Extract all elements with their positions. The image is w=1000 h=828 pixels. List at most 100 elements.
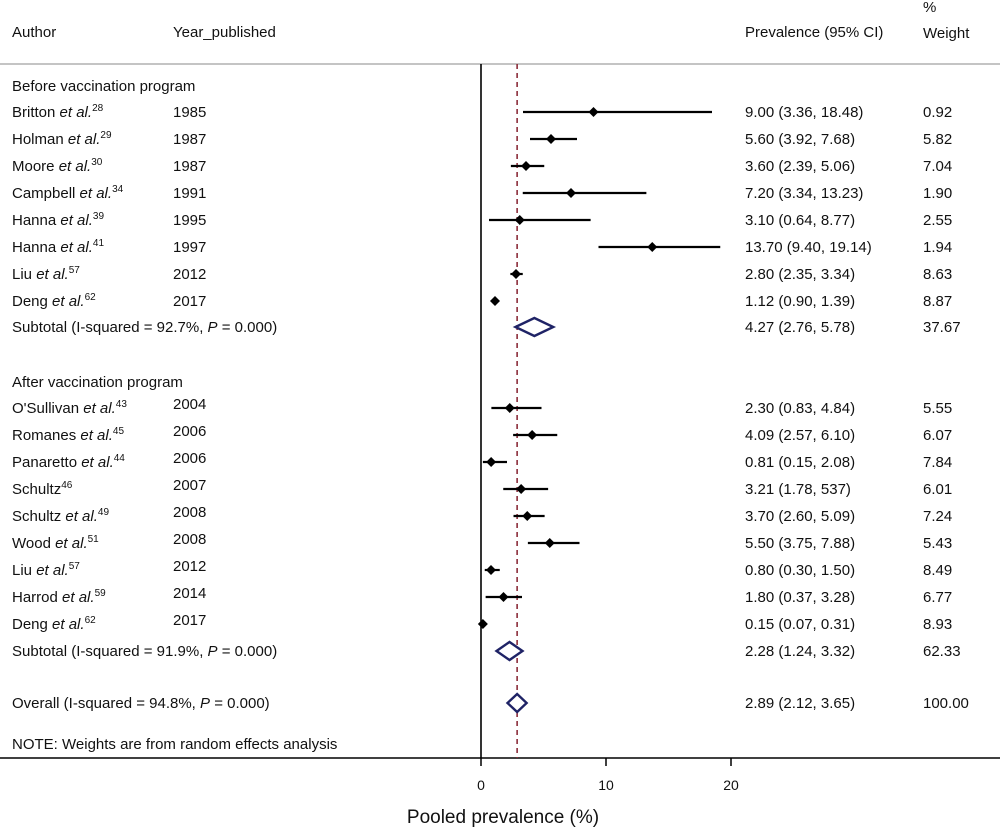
study-year: 2008 [173,504,206,521]
study-year: 2006 [173,450,206,467]
study-weight: 1.90 [923,185,952,202]
study-author: Hanna et al.39 [12,211,104,229]
study-year: 2017 [173,612,206,629]
study-weight: 8.63 [923,266,952,283]
study-year: 2012 [173,266,206,283]
study-author: Liu et al.57 [12,265,80,283]
overall-ci-text: 2.89 (2.12, 3.65) [745,695,855,712]
study-weight: 8.87 [923,293,952,310]
study-ci-text: 1.80 (0.37, 3.28) [745,589,855,606]
subtotal-before-label: Subtotal (I-squared = 92.7%, P = 0.000) [12,319,277,336]
study-ci-text: 9.00 (3.36, 18.48) [745,104,863,121]
subtotal-after-weight: 62.33 [923,643,961,660]
study-point-estimate [504,403,515,413]
header-prevalence: Prevalence (95% CI) [745,24,883,41]
study-year: 2004 [173,396,206,413]
study-year: 1987 [173,158,206,175]
study-weight: 5.43 [923,535,952,552]
study-weight: 1.94 [923,239,952,256]
subtotal-after-ci-text: 2.28 (1.24, 3.32) [745,643,855,660]
study-author: Hanna et al.41 [12,238,104,256]
study-author: Moore et al.30 [12,157,103,175]
x-axis: 0 10 20 Pooled prevalence (%) [407,758,739,828]
overall-weight: 100.00 [923,695,969,712]
study-weight: 7.24 [923,508,952,525]
study-year: 2017 [173,293,206,310]
study-weight: 2.55 [923,212,952,229]
study-author: Wood et al.51 [12,534,99,552]
study-weight: 7.04 [923,158,952,175]
study-year: 1997 [173,239,206,256]
group-label-before: Before vaccination program [12,78,195,95]
header-weight: Weight [923,25,970,42]
study-ci-text: 2.30 (0.83, 4.84) [745,400,855,417]
study-weight: 5.82 [923,131,952,148]
study-point-estimate [566,188,576,198]
study-ci-text: 0.15 (0.07, 0.31) [745,616,855,633]
study-weight: 6.07 [923,427,952,444]
study-year: 2012 [173,558,206,575]
study-author: Campbell et al.34 [12,184,124,202]
study-ci-text: 5.50 (3.75, 7.88) [745,535,855,552]
study-ci-text: 0.80 (0.30, 1.50) [745,562,855,579]
study-ci-text: 2.80 (2.35, 3.34) [745,266,855,283]
subtotal-before-ci-text: 4.27 (2.76, 5.78) [745,319,855,336]
study-weight: 8.49 [923,562,952,579]
note-text: NOTE: Weights are from random effects an… [12,736,337,753]
header-year: Year_published [173,24,276,41]
study-year: 1991 [173,185,206,202]
study-author: Deng et al.62 [12,292,96,310]
study-point-estimate [516,484,527,494]
study-author: Holman et al.29 [12,130,112,148]
study-ci-text: 4.09 (2.57, 6.10) [745,427,855,444]
study-weight: 5.55 [923,400,952,417]
header-weight-percent: % [923,0,936,16]
study-weight: 6.77 [923,589,952,606]
study-point-estimate [521,161,531,171]
study-year: 2014 [173,585,206,602]
study-ci-text: 1.12 (0.90, 1.39) [745,293,855,310]
x-tick-label: 20 [723,777,739,793]
study-ci-text: 3.21 (1.78, 537) [745,481,851,498]
subtotal-before-diamond [512,316,557,338]
study-author: Liu et al.57 [12,561,80,579]
study-year: 2006 [173,423,206,440]
study-author: Panaretto et al.44 [12,453,125,471]
study-ci-text: 3.70 (2.60, 5.09) [745,508,855,525]
study-point-estimate [486,565,496,575]
study-author: O'Sullivan et al.43 [12,399,127,417]
x-axis-label: Pooled prevalence (%) [407,807,599,828]
overall-diamond [505,692,529,714]
study-point-estimate [477,619,488,629]
study-ci-text: 5.60 (3.92, 7.68) [745,131,855,148]
study-point-estimate [546,134,556,144]
study-ci-text: 7.20 (3.34, 13.23) [745,185,863,202]
study-author: Deng et al.62 [12,615,96,633]
study-author: Harrod et al.59 [12,588,106,606]
subtotal-after-diamond [494,640,525,662]
study-year: 2007 [173,477,206,494]
study-point-estimate [498,592,509,602]
study-year: 1985 [173,104,206,121]
study-ci-text: 13.70 (9.40, 19.14) [745,239,872,256]
study-weight: 7.84 [923,454,952,471]
study-point-estimate [511,269,521,279]
study-ci-text: 3.10 (0.64, 8.77) [745,212,855,229]
x-tick-label: 0 [477,777,485,793]
study-ci-text: 3.60 (2.39, 5.06) [745,158,855,175]
x-tick-label: 10 [598,777,614,793]
study-author: Romanes et al.45 [12,426,124,444]
study-point-estimate [486,457,497,467]
subtotal-before-weight: 37.67 [923,319,961,336]
forest-rows: Before vaccination program Britton et al.… [12,64,969,758]
study-weight: 0.92 [923,104,952,121]
study-point-estimate [490,296,500,306]
study-author: Schultz46 [12,480,73,498]
study-year: 2008 [173,531,206,548]
study-point-estimate [544,538,555,548]
study-author: Schultz et al.49 [12,507,109,525]
study-weight: 6.01 [923,481,952,498]
study-year: 1987 [173,131,206,148]
study-year: 1995 [173,212,206,229]
study-weight: 8.93 [923,616,952,633]
